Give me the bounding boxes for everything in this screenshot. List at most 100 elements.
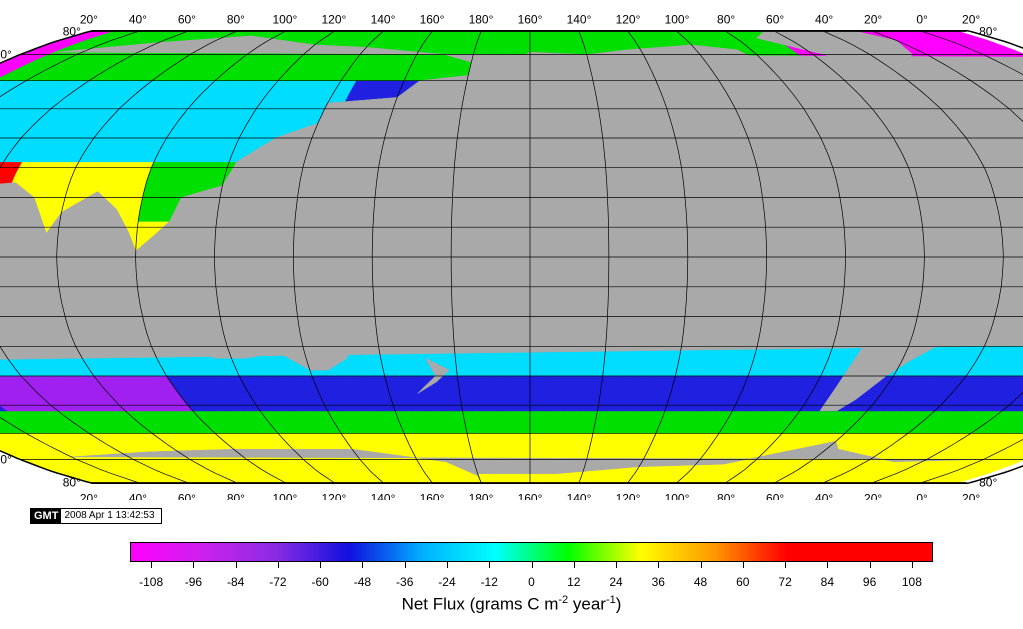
- lon-label-top: 20°: [80, 13, 98, 27]
- flux-cell: [633, 387, 655, 400]
- flux-cell: [998, 433, 1023, 445]
- colorbar-tick-label: 12: [567, 575, 581, 589]
- colorbar-tick-label: 60: [736, 575, 750, 589]
- flux-cell: [677, 351, 700, 365]
- flux-cell: [400, 363, 422, 377]
- lon-label-bottom: 0°: [916, 492, 928, 501]
- flux-cell: [42, 197, 66, 210]
- flux-cell: [490, 473, 506, 483]
- lat-label-left: 70°: [0, 48, 12, 62]
- lon-label-bottom: 20°: [864, 492, 882, 501]
- flux-cell: [585, 351, 606, 365]
- flux-cell: [548, 351, 568, 365]
- flux-cell: [603, 351, 625, 365]
- flux-cell: [565, 375, 585, 389]
- flux-cell: [45, 185, 69, 198]
- flux-cell: [384, 375, 406, 389]
- flux-cell: [561, 421, 580, 434]
- flux-cell: [513, 433, 531, 445]
- flux-cell: [562, 410, 581, 423]
- colorbar: [130, 542, 933, 562]
- flux-cell: [511, 375, 531, 389]
- flux-cell: [447, 421, 468, 434]
- flux-cell: [529, 443, 546, 455]
- flux-cell: [547, 363, 568, 377]
- lon-label-top: 140°: [567, 13, 592, 27]
- flux-cell: [490, 31, 506, 41]
- lat-label-left: 80°: [63, 25, 81, 39]
- colorbar-tick: [489, 562, 491, 568]
- lon-label-top: 120°: [321, 13, 346, 27]
- flux-cell: [515, 40, 531, 51]
- gmt-logo: GMT: [31, 509, 62, 523]
- flux-cell: [511, 363, 531, 377]
- flux-cell: [482, 433, 501, 445]
- flux-cell: [516, 473, 531, 483]
- flux-cell: [599, 387, 620, 400]
- lat-label-left: 80°: [63, 476, 81, 490]
- lon-label-top: 60°: [766, 13, 784, 27]
- colorbar-tick-label: -48: [353, 575, 372, 589]
- flux-cell: [546, 410, 565, 423]
- flux-cell: [142, 185, 166, 198]
- flux-cell: [164, 173, 188, 186]
- colorbar-tick: [193, 562, 195, 568]
- flux-cell: [475, 375, 495, 389]
- flux-cell: [497, 421, 515, 434]
- flux-cell: [516, 31, 531, 41]
- flux-cell: [1009, 375, 1023, 389]
- colorbar-tick: [827, 562, 829, 568]
- lon-label-bottom: 20°: [962, 492, 980, 501]
- flux-cell: [594, 410, 615, 423]
- flux-cell: [0, 410, 9, 423]
- timestamp-text: 2008 Apr 1 13:42:53: [61, 509, 161, 523]
- colorbar-tick-label: -108: [139, 575, 164, 589]
- lon-label-bottom: 160°: [420, 492, 445, 501]
- colorbar-tick: [235, 562, 237, 568]
- flux-cell: [559, 433, 578, 445]
- colorbar-tick: [911, 562, 913, 568]
- flux-cell: [445, 410, 466, 423]
- lon-label-bottom: 160°: [518, 492, 543, 501]
- colorbar-tick: [658, 562, 660, 568]
- flux-cell: [122, 185, 146, 198]
- flux-cell: [450, 433, 470, 445]
- flux-cell: [422, 387, 444, 400]
- flux-cell: [455, 363, 476, 377]
- lon-label-top: 80°: [717, 13, 735, 27]
- colorbar-tick: [573, 562, 575, 568]
- flux-cell: [575, 433, 594, 445]
- lon-label-bottom: 80°: [717, 492, 735, 501]
- flux-cell: [529, 473, 544, 483]
- flux-cell: [541, 473, 557, 483]
- lon-label-bottom: 120°: [321, 492, 346, 501]
- flux-cell: [636, 375, 658, 389]
- lon-label-top: 140°: [371, 13, 396, 27]
- lon-label-top: 160°: [420, 13, 445, 27]
- flux-cell: [529, 31, 544, 41]
- flux-cell: [659, 351, 681, 365]
- colorbar-title-exp1: -2: [558, 594, 569, 606]
- flux-cell: [137, 209, 160, 222]
- flux-cell: [462, 410, 482, 423]
- flux-cell: [431, 421, 452, 434]
- flux-cell: [555, 40, 572, 51]
- colorbar-tick-label: -12: [480, 575, 498, 589]
- flux-cell: [1008, 443, 1023, 455]
- colorbar-tick-label: -96: [184, 575, 203, 589]
- flux-cell: [529, 387, 549, 400]
- colorbar-tick-label: 96: [862, 575, 877, 589]
- colorbar-tick-label: 48: [693, 575, 708, 589]
- flux-cell: [366, 375, 389, 389]
- colorbar-tick: [700, 562, 702, 568]
- flux-cell: [638, 363, 660, 377]
- flux-cell: [0, 433, 16, 445]
- gmt-timestamp: GMT 2008 Apr 1 13:42:53: [30, 508, 162, 524]
- flux-cell: [529, 410, 548, 423]
- flux-cell: [440, 387, 461, 400]
- lat-label-left: 70°: [0, 452, 12, 466]
- flux-cell: [0, 399, 9, 412]
- lon-label-bottom: 140°: [567, 492, 592, 501]
- flux-cell: [435, 351, 457, 365]
- flux-cell: [541, 31, 557, 41]
